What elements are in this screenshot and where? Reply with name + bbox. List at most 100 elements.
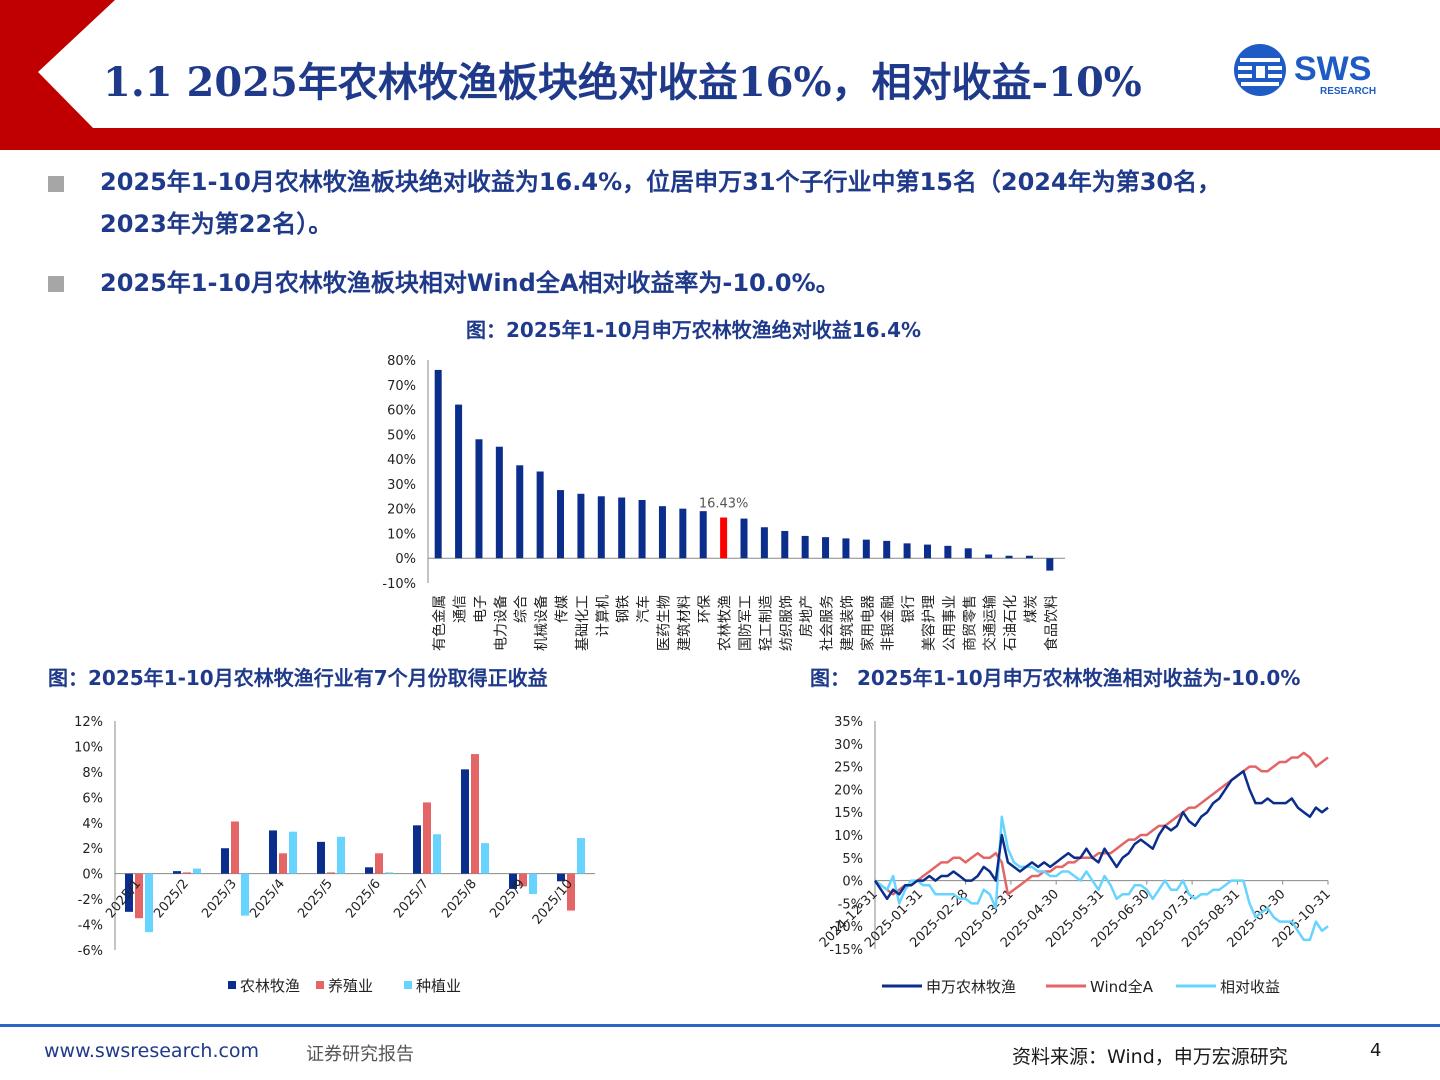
bar-3 [433, 834, 441, 874]
x-tick-label: 石油石化 [1003, 595, 1019, 651]
bar-2 [567, 873, 575, 911]
bar-1 [125, 873, 133, 912]
y-tick-label: -5% [838, 897, 863, 912]
sws-logo: SWS RESEARCH [1234, 44, 1376, 97]
bar-1 [509, 873, 517, 889]
bar [597, 496, 605, 559]
bar [658, 506, 666, 559]
bar [536, 471, 544, 559]
bullet-1-line2: 2023年为第22名）。 [100, 210, 333, 238]
x-tick-label: 建筑装饰 [840, 595, 856, 651]
x-tick-label: 农林牧渔 [718, 595, 734, 651]
y-tick-label: 25% [834, 761, 863, 776]
footer-url-link[interactable]: www.swsresearch.com [44, 1040, 260, 1062]
top-bar-chart: 80% 70% 60% 50% 40% 30% 20% 10% 0% -10% 有色金属 通信 电子 电力… [382, 354, 1065, 651]
legend-swatch [228, 981, 236, 989]
bar [1025, 555, 1033, 559]
page-title: 1.1 2025年农林牧渔板块绝对收益16%，相对收益-10% [103, 59, 1142, 106]
bar-1 [461, 769, 469, 874]
bar [985, 554, 993, 559]
x-tick-label: 2025/8 [439, 877, 480, 922]
legend-label: 农林牧渔 [240, 977, 300, 995]
bar-1 [317, 841, 325, 874]
x-tick-label: 电力设备 [492, 595, 509, 651]
y-tick-label: 20% [387, 503, 416, 518]
bar [516, 465, 524, 559]
y-tick-label: 80% [387, 354, 416, 369]
bar [842, 538, 850, 559]
bar-1 [557, 873, 565, 882]
y-tick-label: 30% [834, 738, 863, 753]
x-tick-label: 非银金融 [881, 595, 897, 651]
bar-1 [365, 867, 373, 874]
bar-3 [385, 872, 393, 874]
y-tick-label: 35% [834, 715, 863, 730]
x-tick-label: 机械设备 [533, 595, 550, 651]
left-chart-title: 图：2025年1-10月农林牧渔行业有7个月份取得正收益 [48, 666, 548, 690]
bar [801, 535, 809, 559]
legend-swatch [404, 981, 412, 989]
x-tick-label: 环保 [697, 595, 713, 623]
bar [638, 499, 646, 559]
x-tick-label: 纺织服饰 [779, 595, 795, 651]
y-tick-label: 10% [74, 740, 103, 755]
x-tick-label: 交通运输 [982, 595, 999, 651]
bar-3 [577, 838, 585, 874]
bar-1 [221, 848, 229, 874]
bar-2 [375, 853, 383, 874]
bullet-text-2: 2025年1-10月农林牧渔板块相对Wind全A相对收益率为-10.0%。 [100, 262, 840, 304]
bar [964, 548, 972, 559]
legend-label: 相对收益 [1220, 978, 1280, 996]
x-tick-label: 通信 [453, 595, 469, 623]
legend-label: 申万农林牧渔 [926, 978, 1016, 996]
x-tick-label: 计算机 [595, 595, 611, 637]
x-tick-label: 2025/5 [295, 877, 336, 922]
bar [883, 540, 891, 559]
x-tick-label: 2025/2 [151, 877, 192, 922]
bar [781, 530, 789, 559]
y-tick-label: 4% [82, 817, 103, 832]
y-tick-label: 10% [834, 829, 863, 844]
bar [699, 511, 707, 559]
x-tick-label: 煤炭 [1023, 595, 1039, 623]
bar [434, 369, 442, 559]
x-tick-label: 国防军工 [738, 595, 754, 651]
bar-2 [231, 821, 239, 874]
logo-emblem-icon [1234, 44, 1286, 96]
x-tick-label: 2025/9 [487, 877, 528, 922]
bar [822, 537, 830, 559]
svg-text:RESEARCH: RESEARCH [1320, 86, 1376, 97]
bar-2 [279, 853, 287, 874]
footer-report-type: 证券研究报告 [306, 1044, 414, 1065]
bar-2 [423, 802, 431, 874]
y-tick-label: 10% [387, 527, 416, 542]
x-tick-label: 医药生物 [656, 595, 672, 651]
y-tick-label: 12% [74, 715, 103, 730]
bar-3 [529, 873, 537, 895]
x-tick-label: 2025/4 [247, 877, 288, 922]
bullet-marker [48, 176, 64, 192]
x-tick-label: 美容护理 [920, 595, 937, 651]
x-tick-label: 综合 [514, 595, 530, 623]
y-tick-label: 2% [82, 842, 103, 857]
x-tick-label: 2025/3 [199, 877, 240, 922]
bullet-text-1: 2025年1-10月农林牧渔板块绝对收益为16.4%，位居申万31个子行业中第1… [100, 161, 1221, 245]
footer-divider [0, 1024, 1440, 1027]
footer-source: 资料来源：Wind，申万宏源研究 [1012, 1046, 1288, 1068]
bar-1 [173, 871, 181, 874]
bar [557, 490, 565, 559]
bullet-1-line1: 2025年1-10月农林牧渔板块绝对收益为16.4%，位居申万31个子行业中第1… [100, 168, 1222, 196]
legend-swatch [316, 981, 324, 989]
bar-2 [471, 754, 479, 874]
y-tick-label: -10% [382, 577, 416, 592]
x-tick-label: 基础化工 [574, 595, 591, 651]
y-tick-label: -4% [78, 919, 103, 934]
bar-2 [183, 872, 191, 874]
bar [944, 545, 952, 559]
bar-3 [481, 843, 489, 874]
y-tick-label: 40% [387, 453, 416, 468]
y-tick-label: 0% [82, 868, 103, 883]
y-tick-label: -10% [829, 920, 863, 935]
bar [455, 404, 463, 559]
y-tick-label: 60% [387, 404, 416, 419]
